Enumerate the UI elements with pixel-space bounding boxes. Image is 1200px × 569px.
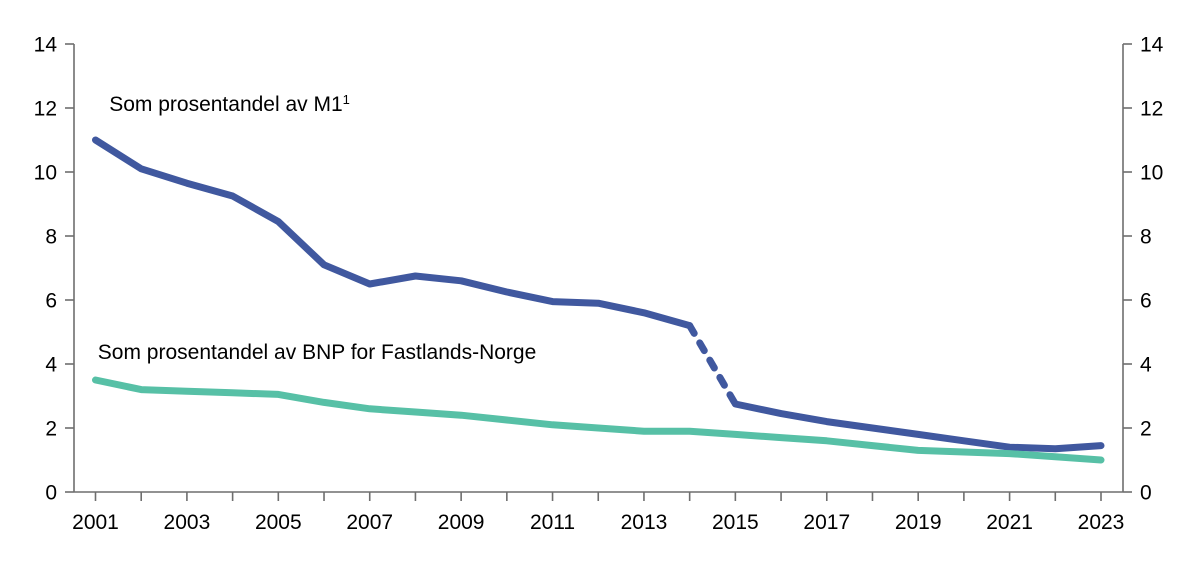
series-line-bnp [92, 376, 1105, 464]
x-axis-tick-label: 2019 [895, 511, 942, 534]
y-axis-tick-label: 6 [45, 290, 57, 313]
y-axis-tick-label: 4 [45, 354, 57, 377]
x-axis-tick-label: 2015 [712, 511, 759, 534]
data-series [92, 136, 1105, 464]
y-axis-tick-label: 2 [45, 418, 57, 441]
x-axis-tick-label: 2005 [255, 511, 302, 534]
y-axis-tick-label: 8 [45, 226, 57, 249]
x-axis-tick-label: 2009 [438, 511, 485, 534]
y2-axis-tick-label: 4 [1140, 354, 1152, 377]
x-axis-tick-label: 2023 [1078, 511, 1125, 534]
x-axis-tick-label: 2003 [164, 511, 211, 534]
y2-axis-tick-label: 2 [1140, 418, 1152, 441]
y2-axis-tick-label: 0 [1140, 482, 1152, 505]
y2-axis-tick-label: 8 [1140, 226, 1152, 249]
y-axis-tick-label: 0 [45, 482, 57, 505]
y-axis-tick-label: 12 [34, 98, 57, 121]
y2-axis-tick-label: 10 [1140, 162, 1163, 185]
y-axis-tick-label: 14 [34, 34, 58, 57]
series-label-m1-label: Som prosentandel av M11 [109, 92, 350, 117]
series-line-m1-solid-early [92, 136, 694, 330]
series-line-m1-solid-late [731, 400, 1105, 453]
axes [65, 43, 1132, 501]
x-axis-tick-label: 2021 [986, 511, 1033, 534]
x-axis-tick-label: 2017 [803, 511, 850, 534]
x-axis-tick-label: 2013 [621, 511, 668, 534]
series-line-m1-dashed-break [686, 322, 739, 408]
series-annotations: Som prosentandel av M11 Som prosentandel … [98, 92, 537, 365]
y2-axis-tick-label: 12 [1140, 98, 1163, 121]
x-axis-tick-label: 2007 [346, 511, 393, 534]
tick-labels: 0 2 4 6 8 10 12 14 0 2 4 6 8 10 12 14 2001 2003 2005 2007 20… [34, 34, 1164, 535]
y2-axis-tick-label: 14 [1140, 34, 1164, 57]
y2-axis-tick-label: 6 [1140, 290, 1152, 313]
series-label-bnp-label: Som prosentandel av BNP for Fastlands-No… [98, 341, 537, 364]
y-axis-tick-label: 10 [34, 162, 57, 185]
x-axis-tick-label: 2001 [72, 511, 119, 534]
x-axis-tick-label: 2011 [530, 511, 575, 534]
